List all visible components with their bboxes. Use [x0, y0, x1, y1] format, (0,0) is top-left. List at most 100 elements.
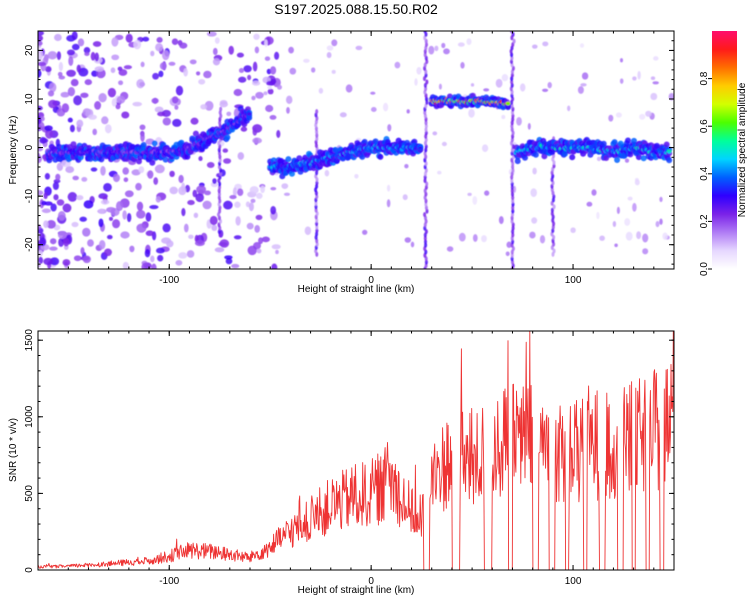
heatmap-cell — [55, 173, 61, 181]
heatmap-cell — [214, 247, 225, 253]
heatmap-cell — [693, 137, 696, 142]
heatmap-cell — [505, 251, 510, 257]
heatmap-cell — [71, 221, 79, 228]
heatmap-cell — [441, 42, 446, 49]
heatmap-cell — [251, 95, 256, 101]
heatmap-cell — [103, 182, 112, 192]
heatmap-cell — [79, 216, 87, 222]
heatmap-cell — [166, 240, 174, 248]
heatmap-cell — [151, 263, 157, 269]
colorbar-gradient — [712, 31, 737, 269]
heatmap-cell — [691, 233, 694, 238]
heatmap-cell — [552, 204, 556, 210]
heatmap-cell — [67, 117, 73, 123]
heatmap-cell — [155, 247, 165, 254]
heatmap-cell — [140, 132, 145, 142]
heatmap-cell — [151, 140, 158, 147]
heatmap-cell — [527, 123, 531, 130]
heatmap-cell — [261, 236, 270, 243]
heatmap-cell — [122, 261, 129, 269]
heatmap-cell — [254, 46, 260, 54]
heatmap-cell — [43, 192, 48, 200]
heatmap-cell — [666, 157, 673, 164]
heatmap-cell — [693, 199, 696, 204]
heatmap-cell — [253, 33, 260, 40]
heatmap-cell — [76, 195, 84, 201]
heatmap-cell — [101, 116, 109, 125]
heatmap-cell — [87, 239, 94, 247]
heatmap-cell — [625, 137, 631, 144]
heatmap-cell — [67, 86, 76, 97]
heatmap-cell — [118, 69, 128, 76]
heatmap-cell — [530, 188, 537, 197]
heatmap-cell — [135, 182, 142, 191]
heatmap-cell — [624, 218, 631, 226]
heatmap-cell — [519, 83, 526, 92]
heatmap-cell — [586, 201, 593, 207]
heatmap-cell — [47, 51, 58, 60]
heatmap-cell — [283, 192, 291, 196]
heatmap-cell — [423, 31, 427, 34]
heatmap-cell — [66, 49, 76, 56]
colorbar-tick-label: 0.4 — [699, 166, 710, 180]
heatmap-cell — [224, 255, 233, 260]
heatmap-cell — [98, 218, 104, 228]
heatmap-cell — [100, 199, 110, 205]
heatmap-cell — [162, 117, 171, 126]
heatmap-cell — [326, 45, 334, 51]
heatmap-cell — [693, 178, 696, 183]
heatmap-cell — [231, 263, 240, 269]
heatmap-cell — [192, 189, 198, 198]
snr-x-tick-label: 0 — [368, 576, 374, 587]
heatmap-cell — [438, 83, 442, 90]
heatmap-cell — [90, 167, 98, 172]
heatmap-cell — [38, 256, 44, 265]
heatmap-cell — [195, 71, 201, 76]
spectrogram-y-tick-label: -20 — [24, 237, 35, 252]
heatmap-cell — [529, 231, 536, 239]
heatmap-cell — [38, 224, 42, 230]
heatmap-cell — [552, 248, 556, 254]
heatmap-cell — [637, 70, 641, 80]
heatmap-cell — [162, 156, 169, 163]
heatmap-cell — [693, 144, 696, 149]
heatmap-cell — [418, 146, 422, 149]
heatmap-cell — [547, 81, 552, 89]
heatmap-cell — [61, 103, 70, 113]
heatmap-cell — [326, 52, 332, 59]
heatmap-cell — [267, 85, 272, 90]
heatmap-cell — [632, 202, 637, 212]
heatmap-cell — [654, 142, 660, 149]
heatmap-cell — [49, 82, 57, 93]
heatmap-cell — [616, 206, 620, 215]
heatmap-cell — [653, 56, 659, 61]
heatmap-cell — [154, 106, 164, 113]
heatmap-cell — [45, 66, 52, 73]
heatmap-cell — [619, 58, 624, 63]
heatmap-cell — [285, 156, 292, 163]
heatmap-cell — [211, 224, 218, 232]
heatmap-cell — [387, 124, 392, 132]
snr-x-axis-label: Height of straight line (km) — [298, 585, 415, 596]
heatmap-cell — [693, 188, 696, 193]
heatmap-cell — [437, 170, 442, 175]
heatmap-cell — [138, 166, 145, 174]
snr-x-tick-label: -100 — [159, 576, 179, 587]
heatmap-cell — [123, 65, 132, 70]
heatmap-cell — [121, 111, 130, 119]
heatmap-cell — [303, 58, 310, 63]
heatmap-cell — [139, 124, 146, 131]
heatmap-cell — [693, 222, 696, 227]
heatmap-cell — [432, 131, 438, 136]
spectrogram-y-tick-label: -10 — [24, 188, 35, 203]
heatmap-cell — [271, 244, 281, 250]
heatmap-cell — [169, 186, 178, 195]
heatmap-cell — [248, 202, 254, 212]
heatmap-cell — [104, 248, 112, 257]
heatmap-cell — [274, 51, 280, 60]
heatmap-cell — [424, 229, 428, 235]
heatmap-cell — [247, 74, 252, 81]
heatmap-cell — [49, 246, 58, 251]
heatmap-cell — [202, 200, 212, 210]
